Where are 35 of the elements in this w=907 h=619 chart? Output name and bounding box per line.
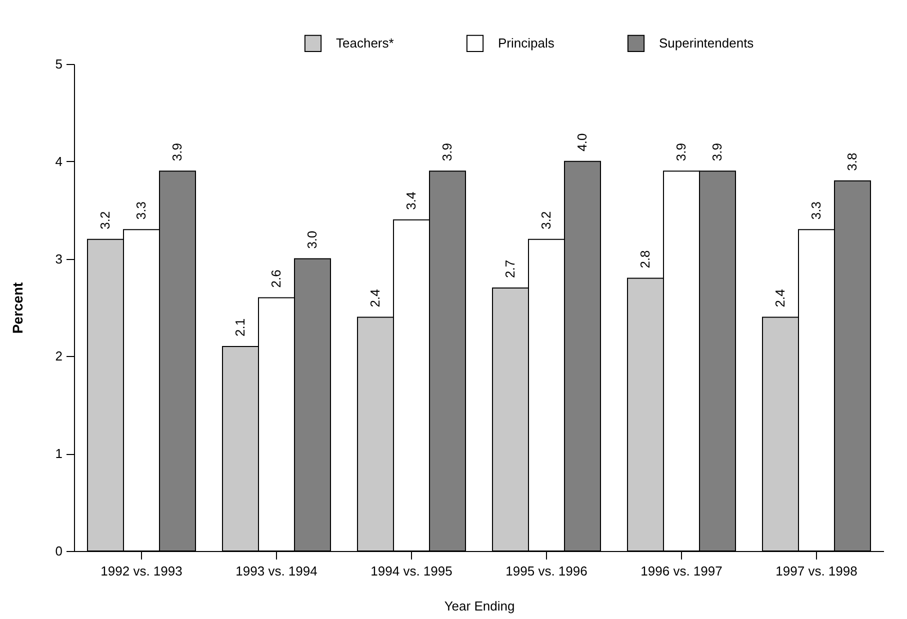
legend-label: Teachers* xyxy=(336,35,394,50)
x-tick-label: 1992 vs. 1993 xyxy=(100,564,182,578)
y-tick-label: 0 xyxy=(55,544,62,558)
x-tick-label: 1996 vs. 1997 xyxy=(640,564,722,578)
data-label: 2.1 xyxy=(232,318,248,336)
data-label: 3.8 xyxy=(844,152,860,171)
data-label: 4.0 xyxy=(574,133,590,152)
data-label: 2.8 xyxy=(638,250,652,268)
data-label: 3.3 xyxy=(134,202,148,220)
y-tick-label: 2 xyxy=(55,348,62,364)
data-label: 3.9 xyxy=(440,143,454,162)
data-label: 3.3 xyxy=(808,202,824,220)
data-label: 2.4 xyxy=(772,289,788,308)
y-axis-title: Percent xyxy=(9,282,26,334)
data-label: 3.4 xyxy=(404,192,418,210)
x-tick-label: 1994 vs. 1995 xyxy=(370,564,452,578)
data-label: 2.7 xyxy=(502,260,518,278)
x-axis-title: Year Ending xyxy=(444,598,515,614)
data-label: 3.2 xyxy=(98,211,112,230)
data-label: 3.9 xyxy=(674,143,688,162)
y-tick-label: 4 xyxy=(55,154,62,169)
legend-label: Principals xyxy=(498,35,555,50)
legend-label: Superintendents xyxy=(659,35,754,50)
data-label: 2.6 xyxy=(268,270,284,288)
data-label: 3.9 xyxy=(710,143,724,162)
x-tick-label: 1995 vs. 1996 xyxy=(506,564,588,578)
data-label: 3.9 xyxy=(170,143,184,162)
x-tick-label: 1997 vs. 1998 xyxy=(776,564,858,578)
data-label: 3.0 xyxy=(304,230,320,249)
y-tick-label: 3 xyxy=(55,251,62,266)
x-tick-label: 1993 vs. 1994 xyxy=(236,564,318,578)
data-label: 3.2 xyxy=(538,211,554,230)
y-tick-label: 5 xyxy=(55,56,62,72)
y-tick-label: 1 xyxy=(55,446,62,462)
data-label: 2.4 xyxy=(368,289,382,308)
